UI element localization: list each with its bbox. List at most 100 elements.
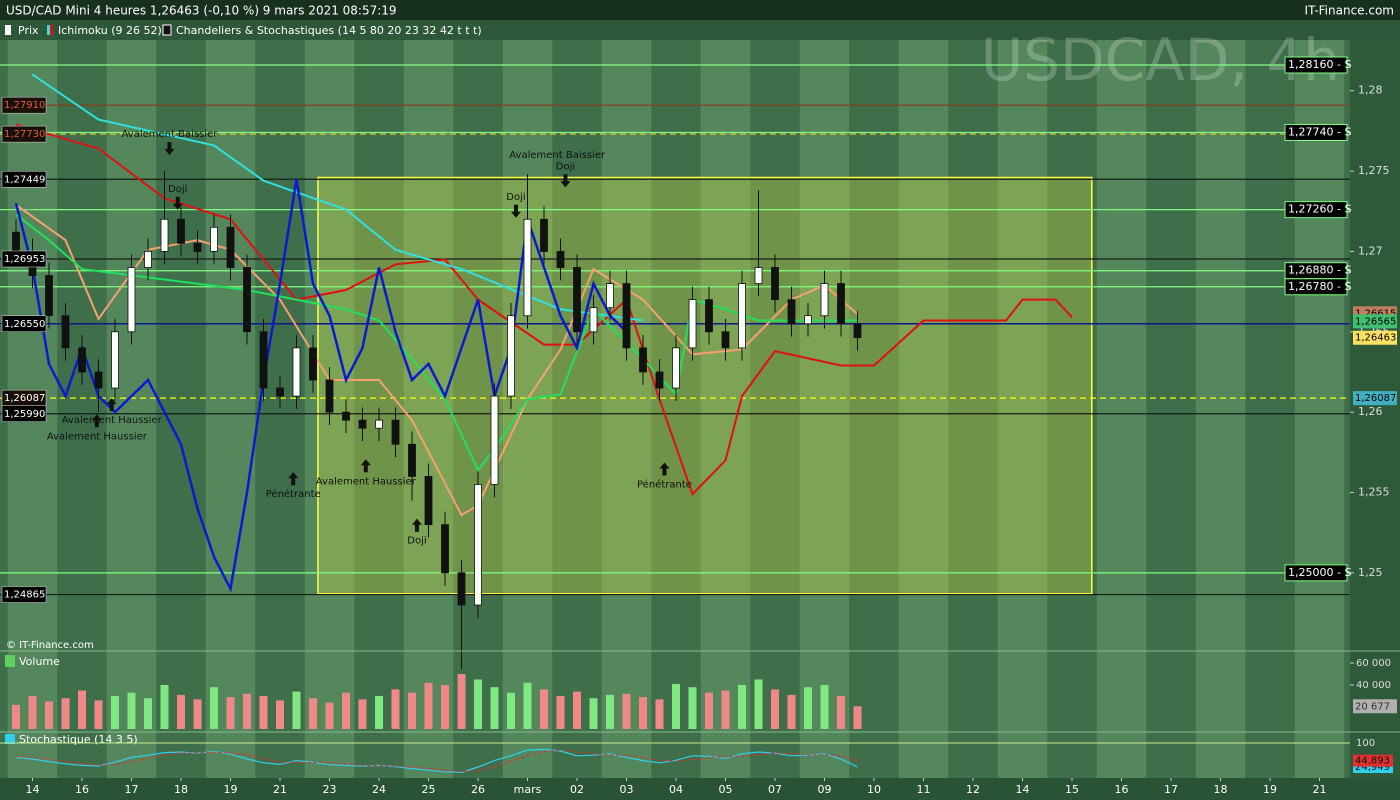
day-stripe [403, 40, 454, 778]
candle-body [424, 476, 433, 526]
day-stripe [997, 40, 1048, 778]
day-stripe [1294, 40, 1345, 778]
volume-bar [738, 685, 746, 729]
level-tag [1, 250, 47, 268]
candle-body [144, 251, 152, 268]
legend-swatch [5, 25, 11, 35]
copyright: © IT-Finance.com [6, 640, 94, 651]
watermark: USDCAD, 4h [981, 26, 1340, 94]
level-tag [1, 171, 47, 188]
level-tag [1, 315, 47, 332]
volume-bar [853, 706, 862, 729]
volume-bar [771, 689, 779, 729]
volume-bar [523, 682, 532, 729]
candle-body [45, 275, 53, 317]
candle-body [490, 395, 499, 485]
x-tick-label: 14 [26, 783, 40, 796]
volume-bar [540, 689, 548, 729]
volume-bar [342, 692, 350, 729]
candle-body [408, 443, 416, 477]
legend-bar [0, 20, 1400, 40]
volume-bar [606, 694, 614, 729]
x-tick-label: 10 [867, 783, 881, 796]
volume-bar [787, 694, 796, 729]
stoch-tag-label: 24,949 [1355, 762, 1390, 773]
y-tick-label: 1,28 [1358, 84, 1383, 97]
level-label: 1,27449 [4, 174, 45, 185]
candle-body [177, 218, 185, 244]
volume-bar [292, 691, 301, 729]
day-stripe [1096, 40, 1147, 778]
candle-body [375, 419, 383, 429]
volume-bar [94, 700, 103, 729]
price-tag [1353, 330, 1397, 345]
candle-body [754, 267, 763, 284]
arrow-up [411, 518, 422, 532]
candle-body [259, 331, 268, 389]
volume-bar [705, 692, 713, 729]
annotation: Avalement Haussier [62, 415, 163, 426]
candle-body [474, 484, 482, 606]
candle-body [721, 331, 730, 349]
candle-body [61, 315, 70, 349]
candle-body [94, 371, 103, 389]
level-label: 1,24865 [4, 590, 45, 601]
annotation: Doji [506, 192, 525, 203]
candle-body [358, 419, 367, 429]
y-tick-label: 1,26 [1358, 405, 1383, 418]
volume-bar [276, 700, 284, 729]
annotation: Doji [407, 536, 426, 547]
level-tag [1284, 278, 1348, 296]
level-label: 1,27910 [4, 100, 45, 111]
annotation: Avalement Baissier [122, 129, 219, 140]
x-tick-label: 09 [818, 783, 832, 796]
day-stripe [1195, 40, 1246, 778]
candle-body [655, 371, 664, 389]
volume-bar [45, 701, 53, 729]
candle-body [441, 524, 449, 574]
volume-bar [573, 691, 581, 729]
candle-body [292, 347, 301, 397]
x-tick-label: 24 [372, 783, 386, 796]
candle-body [804, 315, 812, 325]
x-tick-label: 17 [125, 783, 139, 796]
volume-bar [358, 699, 367, 729]
volume-bar [243, 693, 251, 729]
candle-body [457, 572, 466, 606]
legend-swatch [50, 25, 53, 35]
candle-body [193, 242, 202, 252]
level-label: 1,28160 - S [1288, 58, 1351, 71]
volume-tag [1353, 699, 1397, 714]
day-stripe [799, 40, 850, 778]
volume-bar [210, 687, 218, 729]
stoch-line [15, 748, 858, 774]
x-tick-label: 18 [1214, 783, 1228, 796]
volume-bar [820, 685, 829, 729]
x-tick-label: 21 [1313, 783, 1327, 796]
x-axis-bar [0, 778, 1400, 800]
y-tick-label: 60 000 [1356, 658, 1391, 669]
candle-body [771, 267, 779, 301]
volume-bar [457, 674, 466, 729]
chart-title: USD/CAD Mini 4 heures 1,26463 (-0,10 %) … [6, 4, 397, 18]
volume-bar [639, 697, 647, 729]
annotation: Pénétrante [637, 478, 692, 490]
level-label: 1,27260 - S [1288, 203, 1351, 216]
level-tag [1, 96, 47, 114]
price-tag-label: 1,26565 [1355, 316, 1396, 327]
candle-body [705, 299, 713, 333]
level-label: 1,25990 [4, 409, 45, 420]
arrow-up [360, 459, 371, 473]
level-tag [1284, 564, 1348, 582]
candle-body [243, 267, 251, 333]
level-label: 1,26880 - S [1288, 264, 1351, 277]
level-tag [1, 125, 47, 143]
axis-area [1350, 40, 1400, 778]
y-tick-label: 1,27 [1358, 244, 1383, 257]
header-bar [0, 0, 1400, 20]
candle-body [573, 267, 581, 333]
volume-bar [375, 696, 383, 729]
volume-bar [144, 698, 152, 729]
